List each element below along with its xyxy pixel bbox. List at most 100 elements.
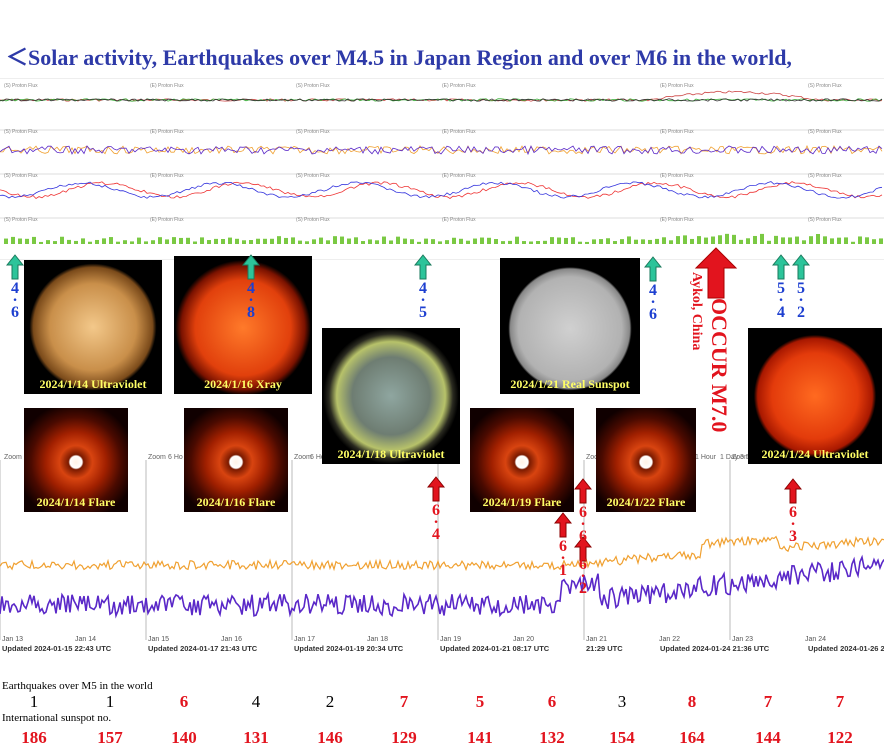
sun-image: 2024/1/18 Ultraviolet — [322, 328, 460, 464]
updated-timestamp: Updated 2024-01-15 22:43 UTC — [2, 644, 112, 653]
sunspot-number-cell: 132 — [539, 728, 565, 747]
x-tick-label: Jan 14 — [75, 636, 97, 643]
zoom-option[interactable]: 6 Ho — [310, 454, 325, 461]
quake-magnitude: 4 · 6 — [11, 280, 19, 321]
red-up-arrow-icon — [574, 536, 592, 562]
x-tick-label: Jan 18 — [367, 636, 389, 643]
strip-panel-label: (S) Proton Flux — [4, 217, 38, 223]
earthquake-count-cell: 8 — [687, 692, 697, 711]
zoom-option[interactable]: 1 Day — [720, 454, 739, 461]
earthquake-count-cell: 1 — [29, 692, 39, 711]
strip-panel-label: (S) Proton Flux — [808, 173, 842, 179]
green-up-arrow-icon — [414, 254, 432, 280]
x-tick-label: Jan 22 — [659, 636, 681, 643]
zoom-label[interactable]: Zoom — [4, 454, 22, 461]
updated-timestamp: Updated 2024-01-26 2 — [808, 644, 884, 653]
x-tick-label: Jan 19 — [440, 636, 462, 643]
sun-image-caption: 2024/1/18 Ultraviolet — [337, 447, 445, 461]
big-event-label: OCCUR M7.0 — [707, 298, 732, 433]
sunspot-row-label: International sunspot no. — [2, 712, 112, 724]
strip-panel-label: (E) Proton Flux — [442, 129, 476, 135]
strip-panel-label: (E) Proton Flux — [442, 83, 476, 89]
sun-image-caption: 2024/1/24 Ultraviolet — [761, 447, 869, 461]
earthquake-count-cell: 3 — [617, 692, 627, 711]
x-tick-label: Jan 20 — [513, 636, 535, 643]
sunspot-number-cell: 140 — [171, 728, 197, 747]
sun-image-caption: 2024/1/14 Flare — [36, 495, 116, 509]
sun-image-caption: 2024/1/19 Flare — [482, 495, 562, 509]
strip-panel-label: (E) Proton Flux — [150, 129, 184, 135]
big-red-arrow-icon — [694, 247, 738, 299]
sunspot-number-cell: 157 — [97, 728, 123, 747]
updated-timestamp: Updated 2024-01-24 21:36 UTC — [660, 644, 770, 653]
zoom-option[interactable]: 6 Ho — [168, 454, 183, 461]
strip-panel-label: (S) Proton Flux — [4, 173, 38, 179]
strip-panel-label: (E) Proton Flux — [660, 83, 694, 89]
x-tick-label: Jan 17 — [294, 636, 316, 643]
green-up-arrow-icon — [644, 256, 662, 282]
quake-magnitude: 6 · 2 — [579, 556, 587, 597]
quake-magnitude: 6 · 1 — [559, 538, 567, 579]
x-tick-label: Jan 13 — [2, 636, 24, 643]
quake-magnitude: 6 · 4 — [432, 502, 440, 543]
sun-image: 2024/1/21 Real Sunspot — [500, 258, 640, 394]
strip-panel-label: (E) Proton Flux — [660, 129, 694, 135]
strip-panel-label: (S) Proton Flux — [4, 83, 38, 89]
x-tick-label: Jan 23 — [732, 636, 754, 643]
quake-magnitude: 4 · 5 — [419, 280, 427, 321]
earthquake-count-cell: 7 — [835, 692, 845, 711]
x-tick-label: Jan 24 — [805, 636, 827, 643]
sunspot-number-cell: 141 — [467, 728, 493, 747]
sun-image: 2024/1/14 Ultraviolet — [24, 260, 162, 394]
sunspot-number-cell: 129 — [391, 728, 417, 747]
zoom-option[interactable]: 1 Hour — [695, 454, 717, 461]
red-up-arrow-icon — [427, 476, 445, 502]
red-up-arrow-icon — [574, 478, 592, 504]
sun-image-caption: 2024/1/14 Ultraviolet — [39, 377, 147, 391]
red-up-arrow-icon — [784, 478, 802, 504]
page-title: ＜Solar activity, Earthquakes over M4.5 i… — [6, 45, 792, 70]
sunspot-number-cell: 144 — [755, 728, 781, 747]
strip-panel-label: (S) Proton Flux — [296, 83, 330, 89]
strip-panel-label: (E) Proton Flux — [150, 83, 184, 89]
strip-panel-label: (S) Proton Flux — [4, 129, 38, 135]
sun-image-caption: 2024/1/22 Flare — [606, 495, 686, 509]
zoom-label[interactable]: Zoom — [732, 454, 750, 461]
zoom-label[interactable]: Zoom — [586, 454, 604, 461]
solar-monitor-strips: (S) Proton Flux (S) Proton Flux (S) Proton… — [0, 78, 884, 260]
earthquake-count-cell: 2 — [325, 692, 335, 711]
earthquake-count-cell: 6 — [179, 692, 189, 711]
earthquake-count-cell: 4 — [251, 692, 261, 711]
updated-timestamp: Updated 2024-01-21 08:17 UTC — [440, 644, 550, 653]
earthquake-row-label: Earthquakes over M5 in the world — [2, 680, 153, 692]
x-tick-label: Jan 21 — [586, 636, 608, 643]
updated-timestamp: Updated 2024-01-19 20:34 UTC — [294, 644, 404, 653]
sun-image: 2024/1/24 Ultraviolet — [748, 328, 882, 464]
sun-image: 2024/1/22 Flare — [596, 408, 696, 512]
strip-panel-label: (E) Proton Flux — [660, 217, 694, 223]
updated-timestamp: Updated 2024-01-17 21:43 UTC — [148, 644, 258, 653]
strip-panel-label: (S) Proton Flux — [296, 173, 330, 179]
sun-image-caption: 2024/1/16 Flare — [196, 495, 276, 509]
earthquake-count-cell: 5 — [475, 692, 485, 711]
green-up-arrow-icon — [792, 254, 810, 280]
quake-magnitude: 5 · 2 — [797, 280, 805, 321]
strip-panel-label: (S) Proton Flux — [808, 83, 842, 89]
strip-panel-label: (E) Proton Flux — [660, 173, 694, 179]
strip-panel-label: (E) Proton Flux — [150, 173, 184, 179]
big-event-place: Aykol, China — [689, 272, 704, 351]
sunspot-number-cell: 186 — [21, 728, 47, 747]
earthquake-count-cell: 7 — [763, 692, 773, 711]
quake-magnitude: 4 · 6 — [649, 282, 657, 323]
sun-image: 2024/1/16 Flare — [184, 408, 288, 512]
green-up-arrow-icon — [772, 254, 790, 280]
strip-panel-label: (E) Proton Flux — [150, 217, 184, 223]
strip-panel-label: (E) Proton Flux — [442, 173, 476, 179]
zoom-option[interactable]: 3 D — [740, 454, 751, 461]
green-up-arrow-icon — [6, 254, 24, 280]
zoom-label[interactable]: Zoom — [294, 454, 312, 461]
earthquake-count-cell: 6 — [547, 692, 557, 711]
zoom-label[interactable]: Zoom — [148, 454, 166, 461]
sunspot-number-cell: 146 — [317, 728, 343, 747]
purple-series-line — [0, 554, 884, 619]
